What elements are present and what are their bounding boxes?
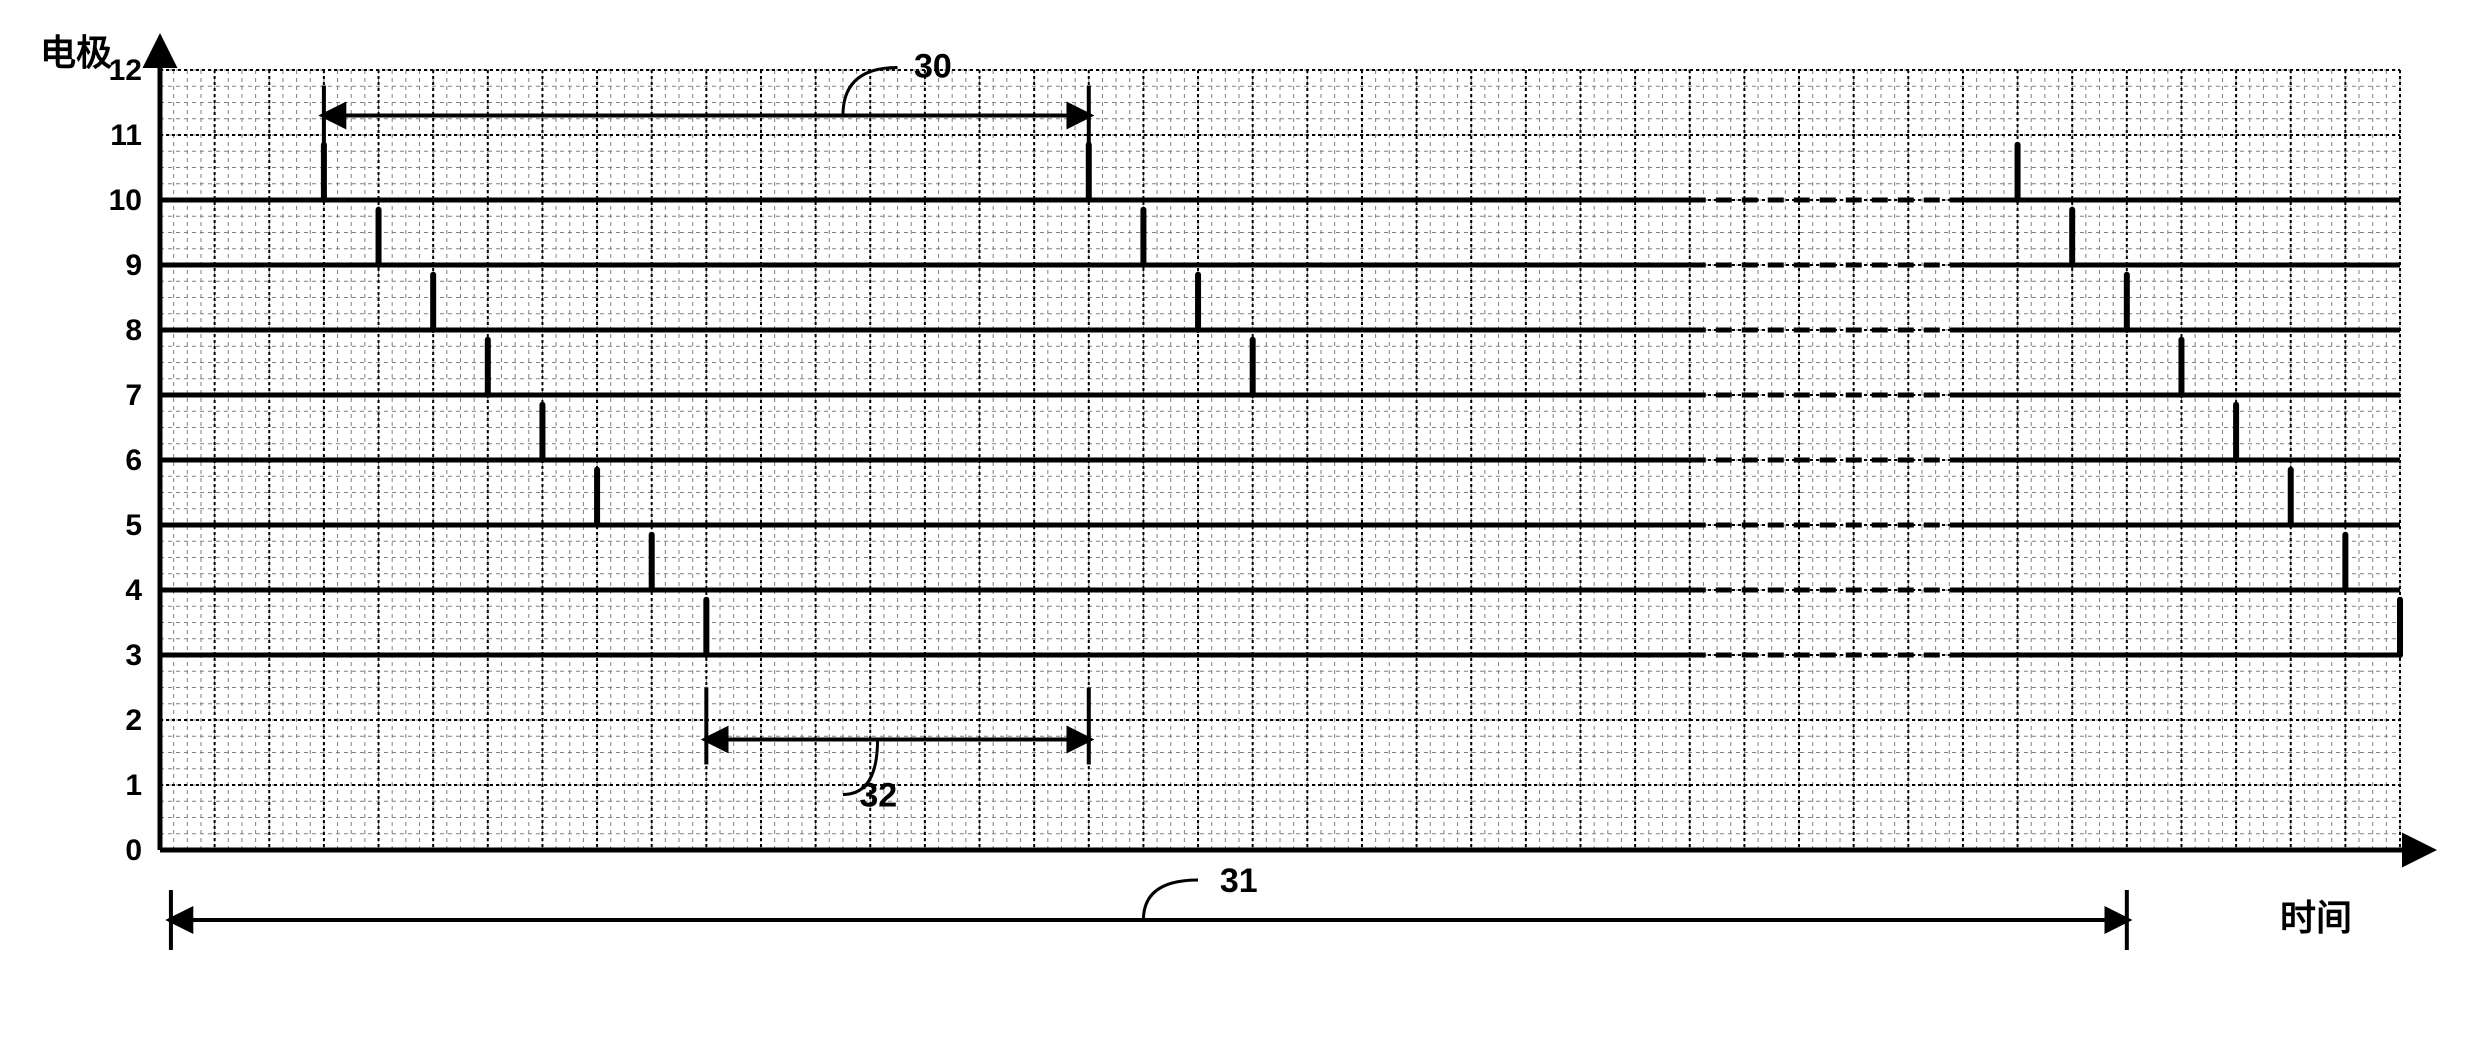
y-tick-label: 8 <box>125 314 142 347</box>
y-tick-label: 5 <box>125 509 142 542</box>
y-tick-label: 4 <box>125 574 142 607</box>
annotation-31: 31 <box>1220 862 1258 900</box>
y-tick-label: 0 <box>125 834 142 867</box>
y-tick-label: 9 <box>125 249 142 282</box>
y-tick-label: 11 <box>110 119 142 152</box>
electrode-timing-diagram: 0123456789101112电极时间303231 <box>20 20 2462 1020</box>
y-tick-label: 3 <box>125 639 142 672</box>
y-tick-label: 12 <box>109 54 142 87</box>
annotation-30: 30 <box>914 48 952 86</box>
y-axis-label: 电极 <box>40 32 112 73</box>
y-tick-label: 6 <box>125 444 142 477</box>
x-axis-label: 时间 <box>2280 897 2352 938</box>
y-tick-label: 1 <box>125 769 142 802</box>
y-tick-label: 2 <box>125 704 142 737</box>
y-tick-label: 7 <box>125 379 142 412</box>
chart-svg: 0123456789101112电极时间303231 <box>20 20 2462 1020</box>
y-tick-label: 10 <box>109 184 142 217</box>
annotation-32: 32 <box>859 777 897 815</box>
